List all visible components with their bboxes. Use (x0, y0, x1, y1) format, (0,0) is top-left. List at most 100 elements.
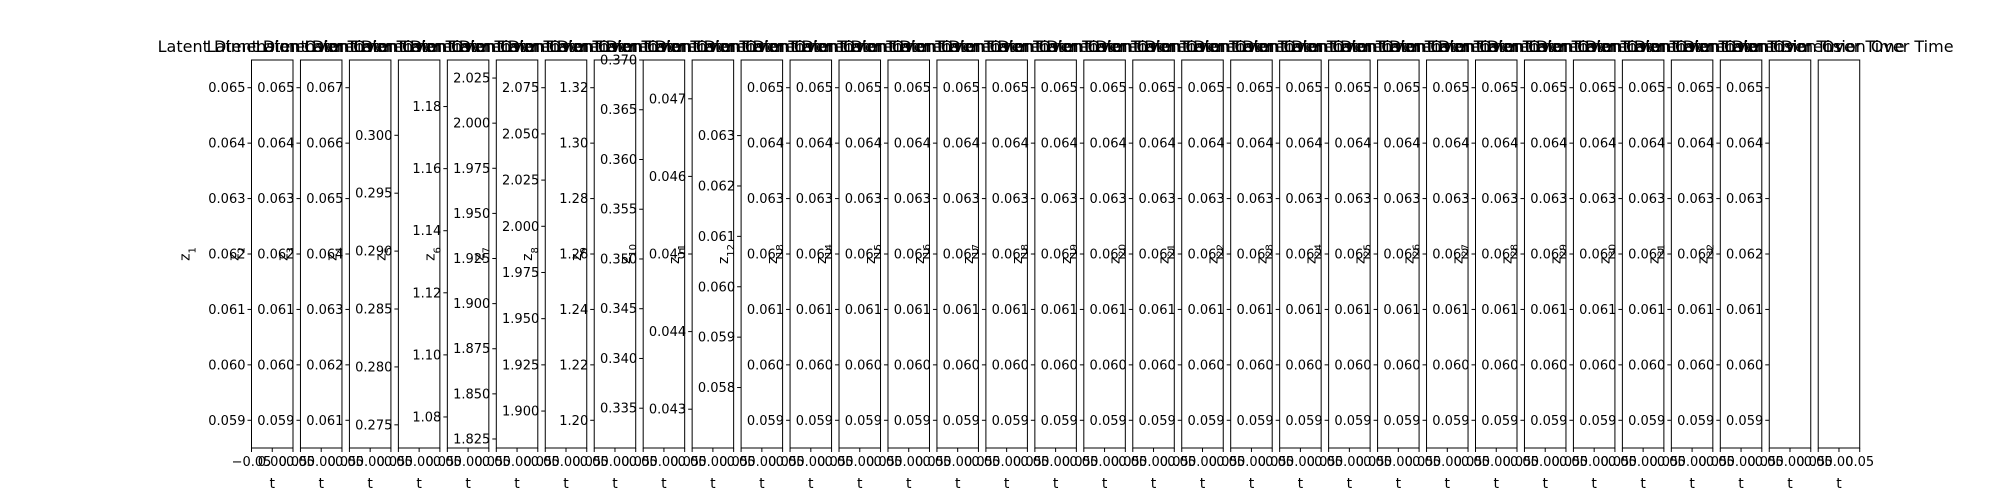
panel-10: Latent Dimension Over Time 0.043 0.044 0.04… (598, 37, 827, 492)
x-axis-label: t (1591, 476, 1597, 492)
x-tick-label: 0.05 (1062, 455, 1091, 470)
y-tick-label: 1.950 (453, 207, 490, 222)
y-tick-label: 0.047 (649, 92, 686, 107)
y-tick-label: 0.059 (208, 414, 245, 429)
axes-frame (1768, 59, 1812, 449)
x-tick-label: 0.00 (698, 455, 727, 470)
y-tick-label: 1.950 (502, 312, 539, 327)
panel-title: Latent Dimension Over Time (1724, 37, 1953, 56)
y-tick-label: 1.875 (453, 342, 490, 357)
y-tick-label: 0.067 (306, 81, 343, 96)
x-axis-label: t (661, 476, 667, 492)
y-tick-label: 1.825 (453, 432, 490, 447)
panel-13: Latent Dimension Over Time 0.059 0.060 0.06… (745, 37, 974, 492)
y-tick-label: 0.065 (208, 81, 245, 96)
y-tick-label: 0.060 (1530, 358, 1567, 373)
y-tick-label: 0.059 (1726, 414, 1763, 429)
y-tick-label: 1.925 (453, 252, 490, 267)
y-tick-label: 0.062 (845, 248, 882, 263)
chart-panels: Latent Dimension Over Time 0.059 0.060 0.06… (158, 37, 1954, 492)
y-tick-label: 0.059 (747, 414, 784, 429)
x-tick-label: 0.05 (1608, 455, 1637, 470)
y-tick-label: 1.32 (559, 81, 588, 96)
x-axis-label: t (759, 476, 765, 492)
y-axis-label: z4 (324, 247, 345, 261)
y-tick-label: 0.065 (1334, 81, 1371, 96)
y-tick-label: 1.24 (559, 303, 588, 318)
x-axis-label: t (612, 476, 618, 492)
x-tick-label: 0.05 (523, 455, 552, 470)
y-tick-label: 0.065 (1530, 81, 1567, 96)
y-tick-label: 0.275 (355, 418, 392, 433)
x-tick-label: 0.05 (279, 455, 308, 470)
y-axis-label: z32 (1695, 244, 1716, 264)
x-tick-label: 0.05 (1314, 455, 1343, 470)
y-axis-label: z21 (1157, 244, 1178, 264)
panel-title: Latent Dimension Over Time (353, 37, 582, 56)
y-axis-label: z16 (912, 244, 933, 264)
y-tick-label: 0.065 (1579, 81, 1616, 96)
panel-title: Latent Dimension Over Time (1675, 37, 1904, 56)
x-axis-label: t (1053, 476, 1059, 492)
y-tick-label: 0.360 (600, 153, 637, 168)
panel-title: Latent Dimension Over Time (1382, 37, 1611, 56)
x-tick-label: 0.00 (503, 455, 532, 470)
y-tick-label: 0.061 (1726, 303, 1763, 318)
y-tick-label: 0.065 (1628, 81, 1665, 96)
y-tick-label: 0.061 (698, 230, 735, 245)
y-tick-label: 0.060 (992, 358, 1029, 373)
x-axis-label: t (906, 476, 912, 492)
y-tick-label: 0.060 (698, 280, 735, 295)
y-tick-label: 0.345 (600, 302, 637, 317)
y-tick-label: 0.335 (600, 402, 637, 417)
x-tick-label: 0.05 (866, 455, 895, 470)
y-tick-label: 0.290 (355, 245, 392, 260)
y-tick-label: 0.059 (1090, 414, 1127, 429)
panel-31: Latent Dimension Over Time 0.059 0.060 0.06… (1626, 37, 1855, 492)
y-tick-label: 0.060 (208, 358, 245, 373)
y-tick-label: 0.060 (1139, 358, 1176, 373)
y-tick-label: 0.064 (796, 137, 833, 152)
panel-title: Latent Dimension Over Time (1577, 37, 1806, 56)
y-tick-label: 1.22 (559, 358, 588, 373)
y-tick-label: 0.065 (992, 81, 1029, 96)
y-tick-label: 0.065 (1432, 81, 1469, 96)
panel-27: Latent Dimension Over Time 0.059 0.060 0.06… (1431, 37, 1660, 492)
y-tick-label: 0.063 (1530, 192, 1567, 207)
x-tick-label: 0.05 (425, 455, 454, 470)
panel-28: Latent Dimension Over Time 0.059 0.060 0.06… (1480, 37, 1709, 492)
panel-title: Latent Dimension Over Time (892, 37, 1121, 56)
y-axis-label: z25 (1353, 244, 1374, 264)
panel-25: Latent Dimension Over Time 0.059 0.060 0.06… (1333, 37, 1562, 492)
y-tick-label: 1.975 (502, 266, 539, 281)
panel-title: Latent Dimension Over Time (1186, 37, 1415, 56)
y-tick-label: 0.064 (1139, 137, 1176, 152)
panel-8: Latent Dimension Over Time 1.20 1.22 1.24 1.… (500, 37, 729, 492)
panel-title: Latent Dimension Over Time (990, 37, 1219, 56)
y-tick-label: 0.061 (1530, 303, 1567, 318)
y-tick-label: 0.064 (845, 137, 882, 152)
y-tick-label: 0.064 (1726, 137, 1763, 152)
x-tick-label: 0.05 (1412, 455, 1441, 470)
y-tick-label: 0.062 (1628, 248, 1665, 263)
x-tick-label: 0.00 (1629, 455, 1658, 470)
y-tick-label: 0.063 (257, 192, 294, 207)
x-axis-label: t (1738, 476, 1744, 492)
x-axis-label: t (367, 476, 373, 492)
y-tick-label: 1.900 (453, 297, 490, 312)
y-tick-label: 0.285 (355, 303, 392, 318)
y-tick-label: 0.065 (257, 81, 294, 96)
y-tick-label: 0.064 (1334, 137, 1371, 152)
y-axis-label: z11 (667, 244, 688, 264)
panel-title: Latent Dimension Over Time (207, 37, 436, 56)
y-tick-label: 0.059 (1530, 414, 1567, 429)
panel-5: Latent Dimension Over Time 1.08 1.10 1.12 1.… (353, 37, 582, 492)
y-tick-label: 1.30 (559, 137, 588, 152)
y-tick-label: 0.061 (257, 303, 294, 318)
y-tick-label: 0.064 (1285, 137, 1322, 152)
x-tick-label: 0.05 (1461, 455, 1490, 470)
panel-title: Latent Dimension Over Time (1088, 37, 1317, 56)
x-tick-label: 0.00 (1090, 455, 1119, 470)
x-axis-label: t (1494, 476, 1500, 492)
y-axis-label: z9 (569, 247, 590, 261)
